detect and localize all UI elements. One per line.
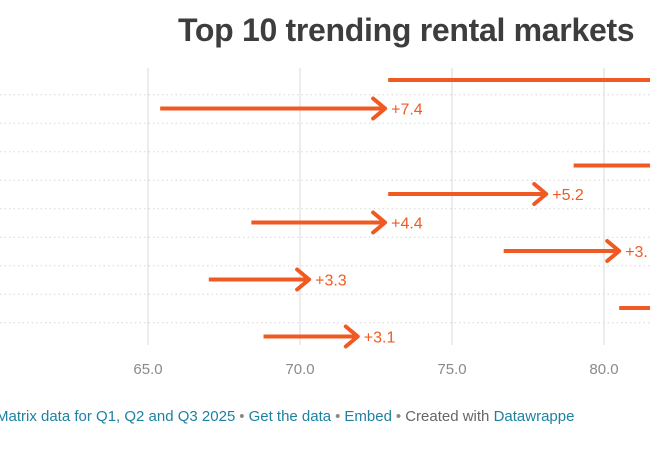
data-label: +3.1 bbox=[364, 330, 396, 347]
arrow-head bbox=[295, 267, 312, 292]
footer-separator: • bbox=[239, 408, 245, 425]
data-label: +3.3 bbox=[315, 273, 347, 290]
source-link[interactable]: Matrix data for Q1, Q2 and Q3 2025 bbox=[0, 408, 236, 425]
x-tick-label: 80.0 bbox=[589, 361, 618, 378]
arrow-head bbox=[605, 239, 622, 263]
x-tick-label: 65.0 bbox=[133, 361, 162, 378]
x-tick-label: 75.0 bbox=[437, 361, 466, 378]
data-label: +7.4 bbox=[391, 102, 423, 119]
chart-title: Top 10 trending rental markets bbox=[178, 12, 635, 48]
data-label: +5.2 bbox=[552, 187, 584, 204]
embed-link[interactable]: Embed bbox=[344, 408, 392, 425]
datawrapper-link[interactable]: Datawrappe bbox=[493, 408, 575, 425]
created-with-text: Created with bbox=[405, 408, 490, 425]
arrow-head bbox=[371, 96, 388, 121]
get-data-link[interactable]: Get the data bbox=[248, 408, 332, 425]
grid-layer bbox=[0, 68, 650, 345]
footer-separator: • bbox=[335, 408, 341, 425]
footer: Matrix data for Q1, Q2 and Q3 2025 • Get t… bbox=[0, 408, 574, 425]
data-label: +3. bbox=[625, 244, 648, 261]
arrow-head bbox=[371, 210, 388, 235]
data-label: +4.4 bbox=[391, 216, 423, 233]
tick-layer: 65.0 70.0 75.0 80.0 bbox=[133, 361, 618, 378]
footer-separator: • bbox=[395, 408, 402, 425]
arrow-layer: +7.4 +5.2 +4.4 +3. +3.3 +3.1 bbox=[160, 78, 650, 349]
arrow-head bbox=[343, 324, 360, 349]
arrow-head bbox=[532, 182, 549, 206]
x-tick-label: 70.0 bbox=[285, 361, 314, 378]
